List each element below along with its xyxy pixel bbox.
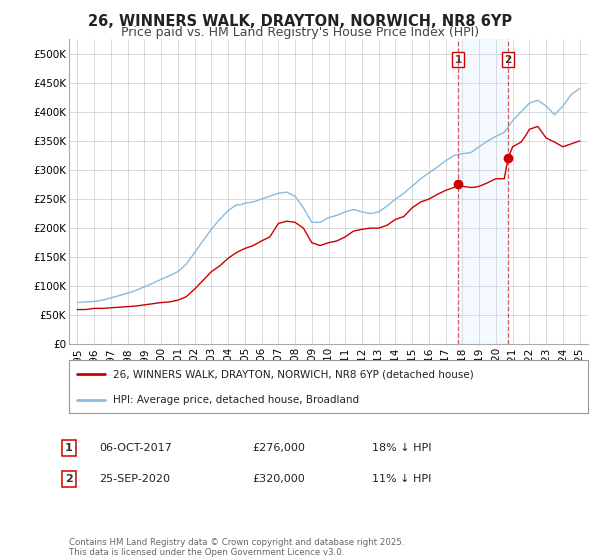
- Text: £276,000: £276,000: [252, 443, 305, 453]
- Bar: [458, 39, 508, 344]
- Text: Price paid vs. HM Land Registry's House Price Index (HPI): Price paid vs. HM Land Registry's House …: [121, 26, 479, 39]
- Text: 11% ↓ HPI: 11% ↓ HPI: [372, 474, 431, 484]
- Text: 1: 1: [65, 443, 73, 453]
- Text: HPI: Average price, detached house, Broadland: HPI: Average price, detached house, Broa…: [113, 395, 359, 405]
- Text: 25-SEP-2020: 25-SEP-2020: [99, 474, 170, 484]
- Text: 06-OCT-2017: 06-OCT-2017: [99, 443, 172, 453]
- Text: 26, WINNERS WALK, DRAYTON, NORWICH, NR8 6YP (detached house): 26, WINNERS WALK, DRAYTON, NORWICH, NR8 …: [113, 370, 474, 380]
- Text: 18% ↓ HPI: 18% ↓ HPI: [372, 443, 431, 453]
- Text: 26, WINNERS WALK, DRAYTON, NORWICH, NR8 6YP: 26, WINNERS WALK, DRAYTON, NORWICH, NR8 …: [88, 14, 512, 29]
- Text: 2: 2: [65, 474, 73, 484]
- Text: Contains HM Land Registry data © Crown copyright and database right 2025.
This d: Contains HM Land Registry data © Crown c…: [69, 538, 404, 557]
- Text: 2: 2: [505, 54, 512, 64]
- Text: 1: 1: [455, 54, 462, 64]
- Text: £320,000: £320,000: [252, 474, 305, 484]
